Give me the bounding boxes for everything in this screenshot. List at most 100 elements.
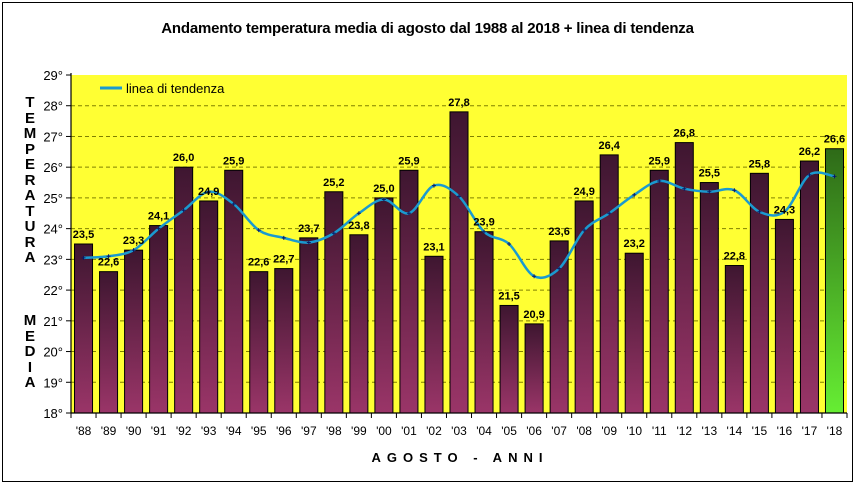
trend-point-marker	[732, 188, 737, 193]
trend-point-marker	[682, 186, 687, 191]
x-tick-label: '02	[426, 424, 442, 438]
data-label: 24,9	[573, 186, 594, 198]
bar	[649, 169, 669, 414]
chart-title: Andamento temperatura media di agosto da…	[161, 20, 694, 37]
y-tick-label: 25°	[43, 191, 63, 206]
bar	[774, 218, 794, 414]
data-label: 23,5	[73, 229, 94, 241]
x-tick-label: '16	[777, 424, 793, 438]
x-tick-label: '99	[351, 424, 367, 438]
bars	[74, 111, 844, 414]
x-tick-label: '12	[676, 424, 692, 438]
bar-highlight	[824, 148, 844, 414]
x-tick-label: '04	[476, 424, 492, 438]
data-label: 25,9	[649, 155, 670, 167]
legend-label: linea di tendenza	[126, 81, 225, 96]
trend-point-marker	[406, 211, 411, 216]
x-tick-label: '08	[576, 424, 592, 438]
y-tick-label: 19°	[43, 375, 63, 390]
data-label: 23,9	[473, 217, 494, 229]
x-tick-label: '14	[727, 424, 743, 438]
x-tick-label: '92	[176, 424, 192, 438]
trend-point-marker	[206, 189, 211, 194]
data-label: 23,6	[548, 226, 569, 238]
data-label: 22,6	[248, 257, 269, 269]
trend-point-marker	[532, 274, 537, 279]
bar	[99, 271, 119, 414]
trend-point-marker	[807, 172, 812, 177]
trend-point-marker	[582, 228, 587, 233]
bar	[249, 271, 269, 414]
bar	[74, 243, 94, 414]
y-axis-label-media: M E D I A	[23, 312, 37, 391]
trend-point-marker	[106, 254, 111, 259]
data-label: 23,1	[423, 241, 444, 253]
data-label: 25,9	[398, 155, 419, 167]
bar	[349, 234, 369, 414]
x-tick-label: '94	[226, 424, 242, 438]
data-label: 27,8	[448, 97, 469, 109]
trend-point-marker	[832, 174, 837, 179]
trend-point-marker	[381, 197, 386, 202]
trend-point-marker	[557, 266, 562, 271]
x-tick-label: '01	[401, 424, 417, 438]
data-label: 20,9	[523, 309, 544, 321]
trend-point-marker	[482, 229, 487, 234]
trend-point-marker	[131, 248, 136, 253]
x-tick-label: '88	[76, 424, 92, 438]
trend-point-marker	[281, 235, 286, 240]
trend-point-marker	[431, 183, 436, 188]
y-tick-label: 23°	[43, 252, 63, 267]
bar	[224, 169, 244, 414]
y-tick-label: 22°	[43, 283, 63, 298]
data-label: 23,3	[123, 235, 144, 247]
x-tick-label: '15	[752, 424, 768, 438]
trend-point-marker	[657, 179, 662, 184]
data-label: 25,8	[749, 158, 770, 170]
x-tick-label: '03	[451, 424, 467, 438]
x-axis-label: AGOSTO - ANNI	[371, 450, 549, 465]
bar	[699, 182, 719, 414]
data-label: 25,0	[373, 183, 394, 195]
data-label: 23,7	[298, 223, 319, 235]
data-label: 25,9	[223, 155, 244, 167]
bar	[674, 142, 694, 414]
bar	[124, 249, 144, 414]
data-label: 24,1	[148, 211, 169, 223]
bar	[199, 200, 219, 414]
data-label: 25,2	[323, 177, 344, 189]
bar	[724, 265, 744, 414]
data-label: 22,7	[273, 254, 294, 266]
y-tick-label: 20°	[43, 345, 63, 360]
trend-point-marker	[507, 242, 512, 246]
x-tick-label: '89	[101, 424, 117, 438]
data-label: 26,8	[674, 128, 695, 140]
bar	[424, 255, 444, 414]
bar	[499, 304, 519, 414]
trend-point-marker	[256, 228, 261, 233]
data-label: 21,5	[498, 290, 519, 302]
data-label: 24,9	[198, 186, 219, 198]
y-tick-label: 18°	[43, 406, 63, 421]
data-label: 25,5	[699, 168, 720, 180]
x-tick-label: '11	[652, 424, 667, 438]
trend-point-marker	[707, 189, 712, 194]
y-tick-label: 29°	[43, 68, 63, 83]
bar	[324, 191, 344, 414]
trend-point-marker	[331, 231, 336, 236]
bar	[374, 197, 394, 414]
trend-point-marker	[607, 211, 612, 216]
data-label: 26,4	[598, 140, 620, 152]
data-label: 24,3	[774, 204, 795, 216]
trend-point-marker	[81, 255, 86, 260]
bar	[274, 268, 294, 414]
trend-point-marker	[306, 240, 311, 245]
y-tick-label: 28°	[43, 99, 63, 114]
x-tick-label: '97	[301, 424, 317, 438]
trend-point-marker	[782, 209, 787, 214]
bar	[749, 172, 769, 414]
bar	[599, 154, 619, 414]
x-tick-label: '09	[601, 424, 617, 438]
x-tick-label: '05	[501, 424, 517, 438]
y-tick-label: 26°	[43, 160, 63, 175]
